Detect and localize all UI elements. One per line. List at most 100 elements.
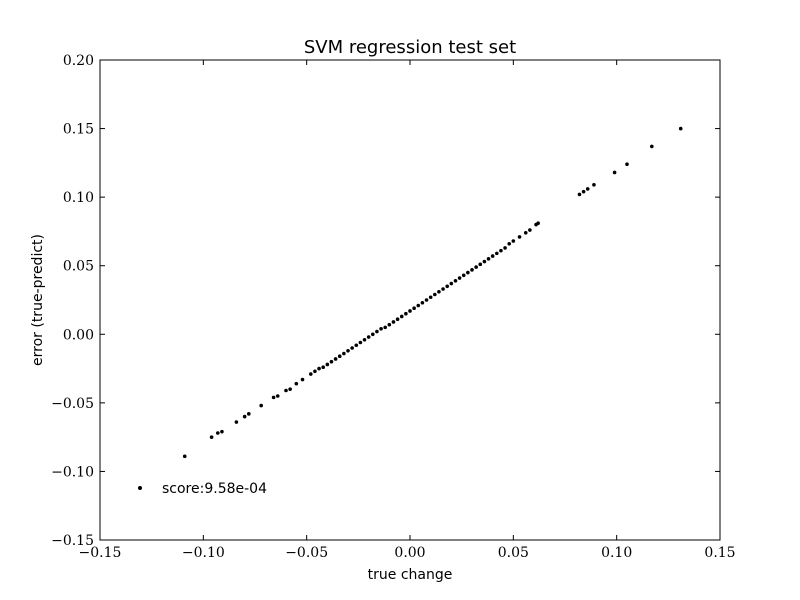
data-point [482, 259, 487, 264]
data-point [325, 362, 330, 367]
legend-marker [138, 486, 142, 490]
data-point [420, 300, 425, 305]
y-axis-label: error (true-predict) [30, 234, 46, 366]
y-tick-label: 0.15 [63, 122, 94, 138]
data-point [453, 279, 458, 283]
data-point [612, 170, 617, 175]
data-point [412, 306, 416, 311]
axis-ticks: −0.15 −0.10 −0.05 0.00 0.05 0.10 0.15 −0.15 −0.1… [51, 53, 735, 561]
data-point [507, 241, 512, 246]
data-point [650, 144, 654, 149]
x-tick-label: 0.10 [601, 545, 632, 561]
data-point [329, 359, 334, 364]
data-point [408, 309, 412, 313]
x-tick-label: 0.15 [704, 545, 735, 561]
x-tick-label: −0.10 [182, 545, 225, 561]
x-tick-label: −0.05 [285, 545, 328, 561]
data-point [577, 192, 582, 197]
data-point [461, 273, 466, 278]
data-point [288, 387, 292, 391]
data-point [209, 435, 214, 439]
data-point [294, 381, 299, 386]
data-point [284, 388, 288, 393]
data-point [317, 366, 321, 371]
data-point [449, 281, 454, 286]
x-tick-label: 0.00 [394, 545, 425, 561]
data-point [490, 254, 495, 258]
data-point [625, 162, 629, 167]
x-tick-label: −0.15 [79, 545, 122, 561]
data-point [470, 268, 474, 272]
data-point [333, 357, 338, 361]
data-points [182, 126, 683, 459]
data-point [457, 276, 462, 280]
data-point [528, 228, 532, 232]
data-point [182, 454, 187, 459]
data-point [346, 348, 350, 353]
y-tick-label: 0.10 [63, 190, 94, 206]
data-point [309, 372, 313, 376]
data-point [379, 327, 383, 331]
data-point [354, 343, 359, 348]
y-tick-label: 0.05 [63, 259, 94, 275]
y-tick-label: 0.20 [63, 53, 94, 69]
data-point [428, 295, 433, 300]
y-tick-label: −0.10 [51, 464, 94, 480]
data-point [585, 187, 590, 191]
data-point [366, 335, 371, 339]
data-point [242, 414, 247, 419]
data-point [503, 246, 507, 250]
data-point [395, 317, 400, 322]
data-point [478, 262, 483, 267]
data-point [499, 248, 503, 253]
data-point [371, 332, 375, 337]
data-point [216, 431, 220, 435]
data-point [358, 340, 363, 345]
data-point [474, 265, 478, 269]
data-point [441, 287, 445, 291]
chart-title: SVM regression test set [304, 37, 516, 58]
data-point [399, 314, 404, 319]
data-point [433, 292, 437, 297]
data-point [300, 377, 305, 382]
y-tick-label: −0.05 [51, 396, 94, 412]
data-point [220, 429, 224, 434]
data-point [581, 189, 586, 194]
data-point [362, 337, 367, 342]
data-point [424, 298, 429, 302]
data-point [234, 420, 239, 424]
data-point [337, 354, 342, 359]
data-point [445, 284, 450, 289]
data-point [523, 231, 528, 235]
data-point [517, 235, 522, 239]
data-point [511, 239, 516, 243]
data-point [536, 221, 540, 225]
y-tick-label: −0.15 [51, 533, 94, 549]
data-point [486, 257, 491, 261]
data-point [321, 365, 326, 370]
data-point [495, 251, 499, 256]
data-point [466, 270, 470, 275]
data-point [271, 395, 276, 400]
data-point [259, 403, 264, 408]
data-point [391, 320, 396, 324]
plot-area [100, 60, 720, 540]
data-point [437, 289, 441, 294]
y-tick-label: 0.00 [63, 327, 94, 343]
data-point [247, 412, 251, 416]
legend: score:9.58e-04 [138, 481, 267, 497]
x-tick-label: 0.05 [498, 545, 529, 561]
data-point [404, 311, 408, 316]
x-axis-label: true change [368, 567, 453, 583]
data-point [275, 394, 280, 398]
data-point [313, 369, 317, 374]
data-point [416, 303, 421, 308]
data-point [383, 325, 388, 330]
data-point [592, 183, 596, 187]
plot-frame [99, 59, 721, 541]
data-point [350, 346, 354, 350]
data-point [375, 329, 379, 334]
data-point [387, 322, 392, 327]
legend-label: score:9.58e-04 [162, 481, 267, 497]
